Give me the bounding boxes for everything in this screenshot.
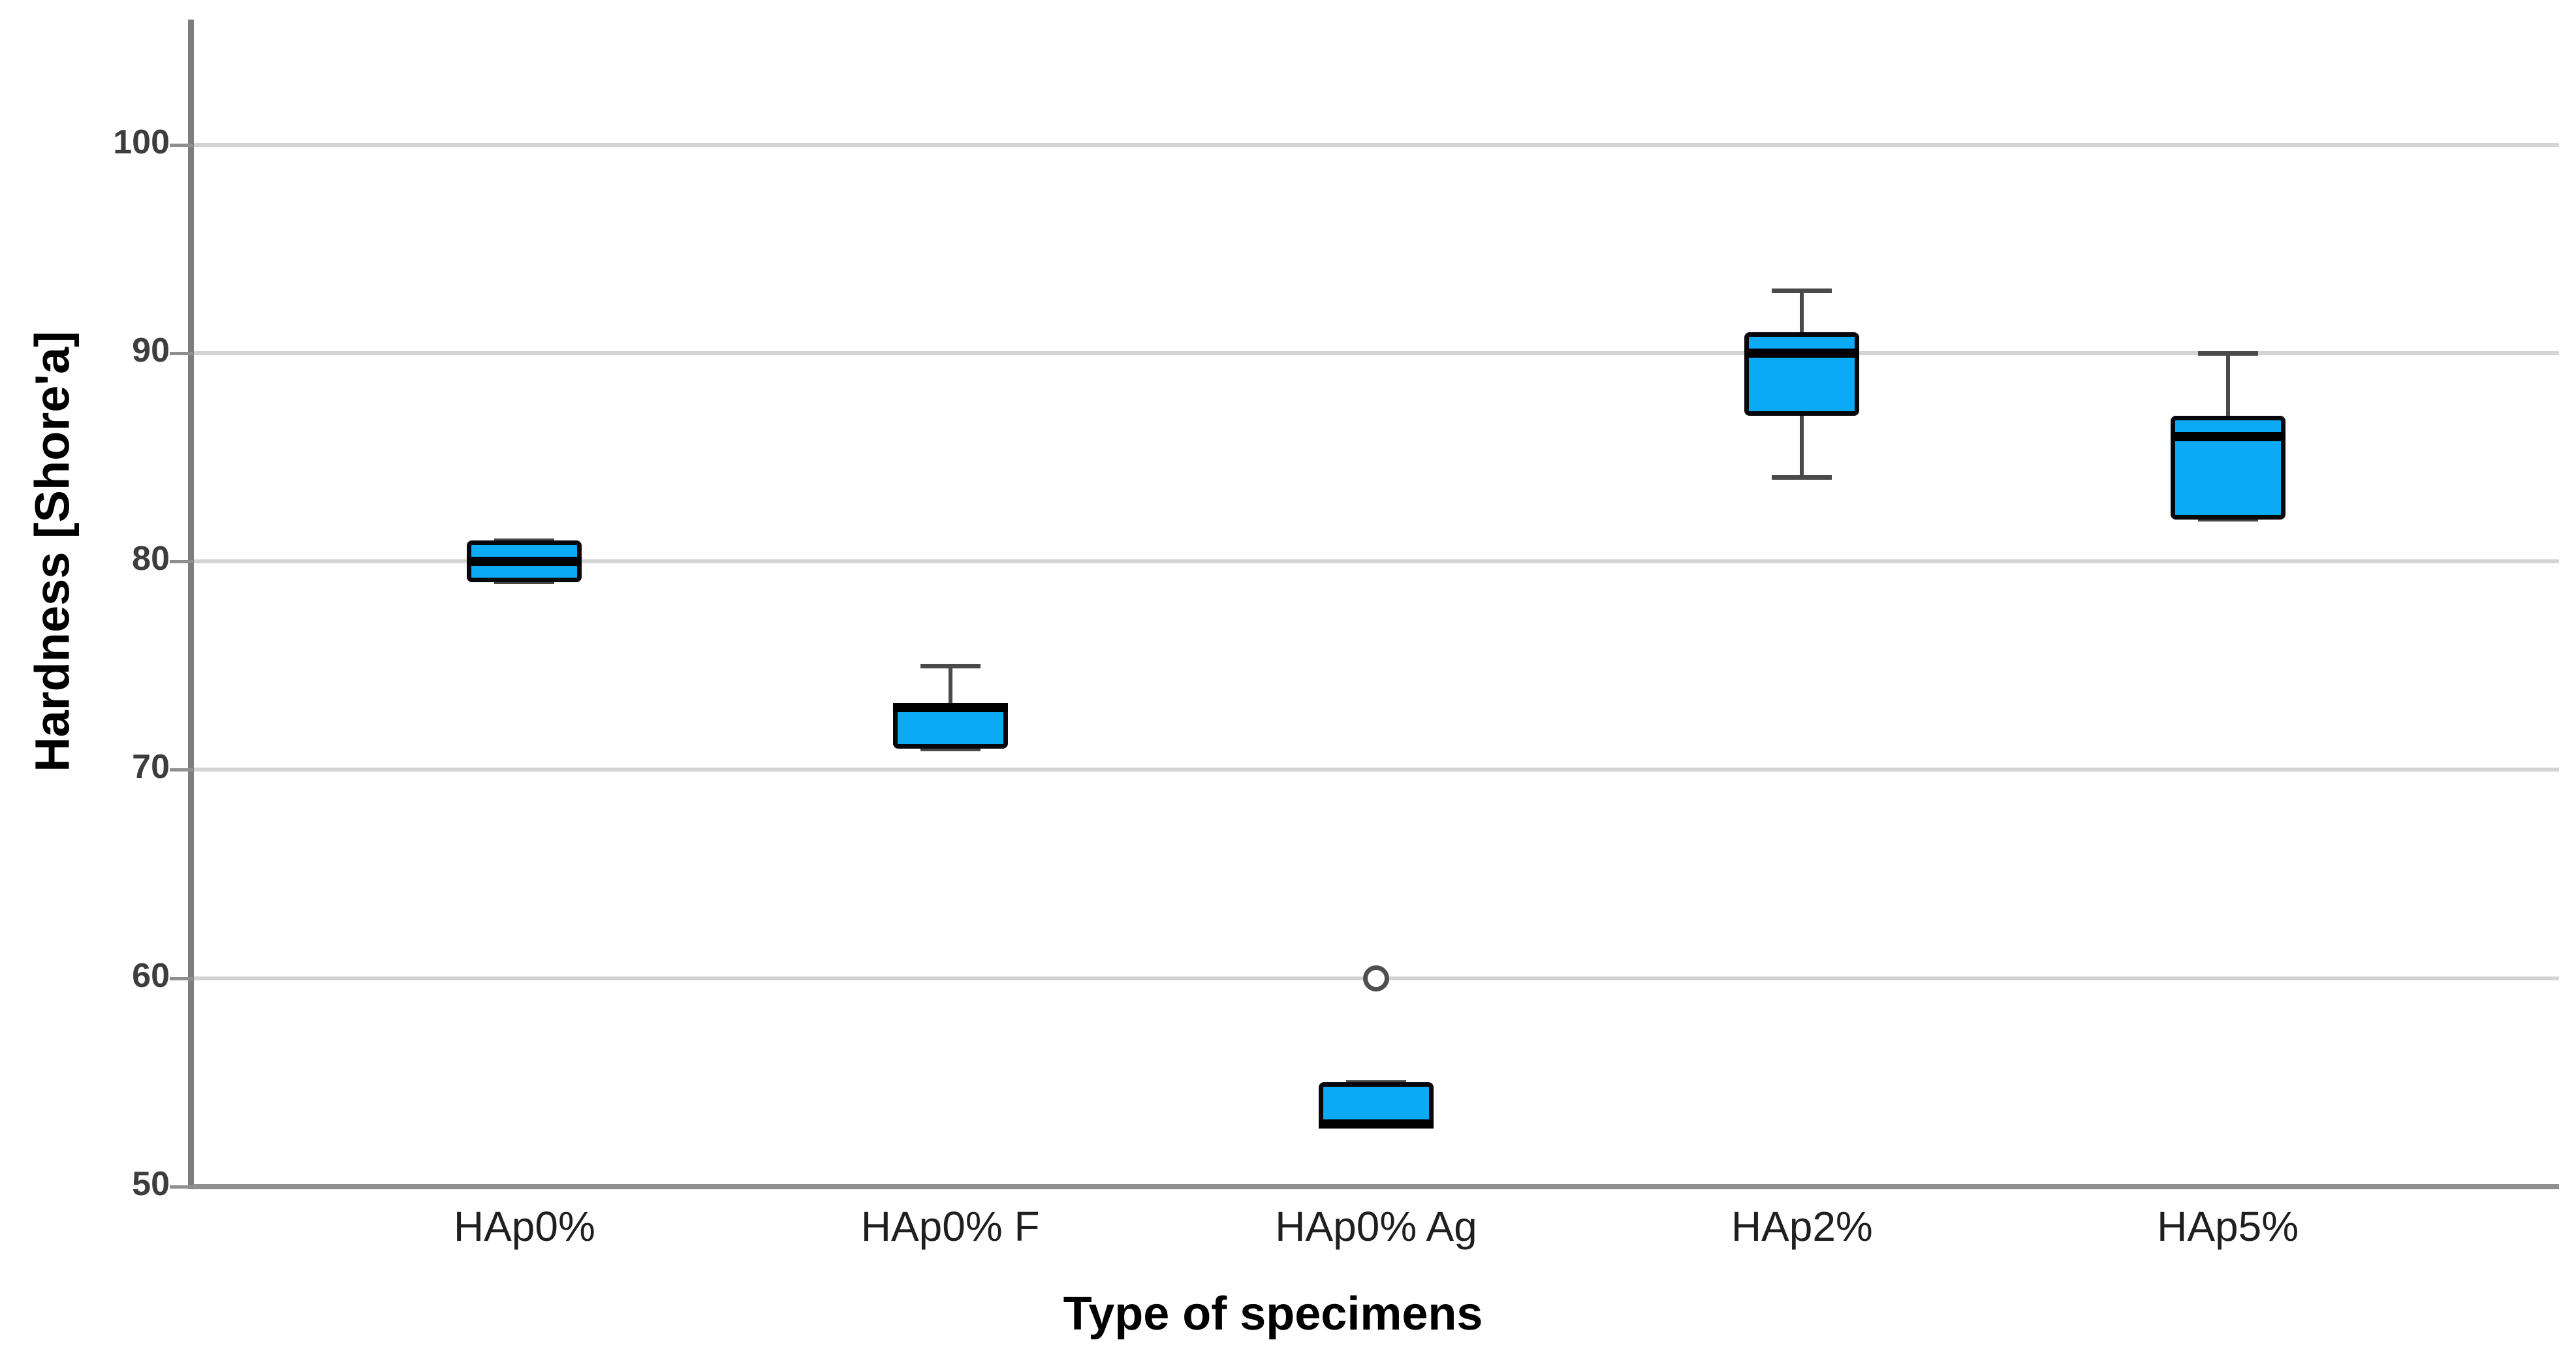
whisker-cap-high	[2197, 351, 2258, 356]
gridline-90	[193, 351, 2559, 355]
category-label: HAp2%	[1731, 1203, 1873, 1250]
y-tick-mark-80	[170, 560, 193, 564]
gridline-80	[193, 559, 2559, 564]
y-tick-label: 70	[132, 748, 170, 787]
plot-area	[193, 20, 2559, 1187]
box-HAp2%	[1744, 332, 1860, 416]
y-tick-mark-70	[170, 768, 193, 772]
y-tick-mark-90	[170, 351, 193, 355]
x-axis-title: Type of specimens	[1063, 1288, 1483, 1340]
y-tick-mark-60	[170, 976, 193, 980]
category-label: HAp0% F	[860, 1203, 1040, 1250]
y-axis-line	[188, 20, 194, 1189]
median-line	[1319, 1119, 1434, 1129]
gridline-70	[193, 768, 2559, 772]
gridline-100	[193, 142, 2559, 147]
y-tick-label: 100	[113, 123, 170, 161]
y-tick-label: 90	[132, 331, 170, 369]
median-line	[892, 702, 1008, 712]
median-line	[467, 557, 582, 567]
whisker-cap-high	[1772, 288, 1832, 294]
whisker-cap-high	[920, 663, 981, 668]
outlier-point	[1363, 965, 1389, 991]
y-tick-label: 60	[132, 956, 170, 995]
category-label: HAp5%	[2157, 1203, 2299, 1250]
whisker-cap-low	[1772, 475, 1832, 480]
median-line	[2170, 431, 2285, 441]
y-tick-label: 50	[132, 1165, 170, 1203]
box-HAp0% Ag	[1319, 1082, 1434, 1125]
y-tick-mark-100	[170, 143, 193, 147]
category-label: HAp0%	[453, 1203, 595, 1250]
y-tick-label: 80	[132, 540, 170, 578]
box-HAp0% F	[892, 707, 1008, 749]
median-line	[1744, 348, 1860, 358]
y-tick-mark-50	[170, 1185, 193, 1189]
x-axis-line	[193, 1184, 2559, 1189]
category-label: HAp0% Ag	[1275, 1203, 1477, 1250]
